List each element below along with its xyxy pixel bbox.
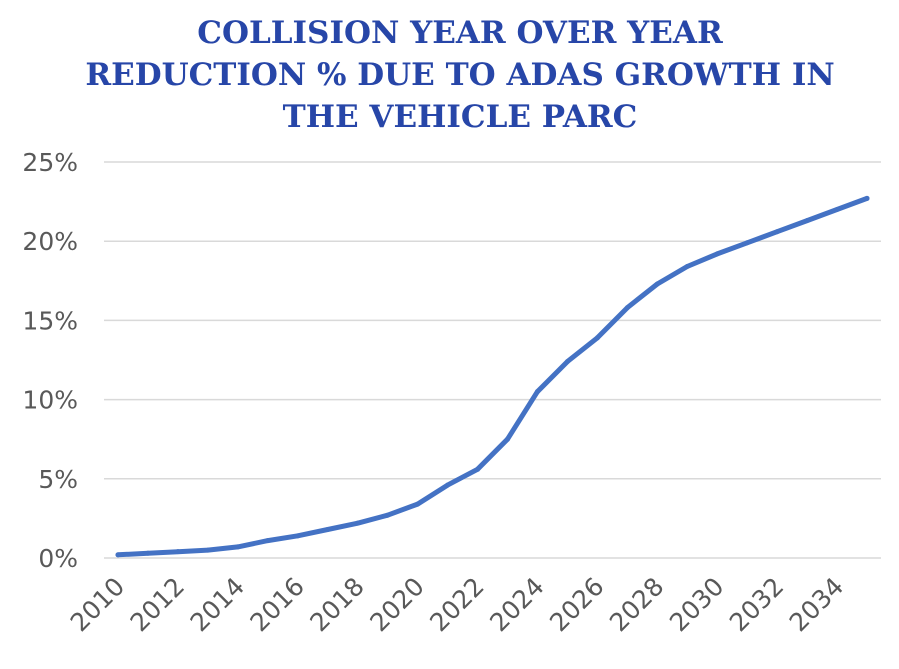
data-point <box>534 389 540 395</box>
data-point <box>774 229 780 235</box>
data-point <box>624 305 630 311</box>
x-tick-label: 2022 <box>424 572 489 637</box>
data-point <box>684 264 690 270</box>
data-point <box>235 544 241 550</box>
x-tick-label: 2018 <box>304 572 369 637</box>
data-point <box>834 207 840 213</box>
x-tick-label: 2034 <box>784 572 849 637</box>
data-point <box>504 436 510 442</box>
x-tick-label: 2020 <box>364 572 429 637</box>
x-tick-label: 2014 <box>185 572 250 637</box>
y-tick-label: 15% <box>22 306 78 335</box>
series-layer <box>115 195 870 558</box>
gridlines <box>104 161 881 559</box>
data-point <box>475 466 481 472</box>
x-tick-label: 2030 <box>664 572 729 637</box>
data-point <box>265 538 271 544</box>
x-tick-label: 2016 <box>245 572 310 637</box>
data-point <box>325 526 331 532</box>
x-tick-label: 2028 <box>604 572 669 637</box>
data-point <box>145 550 151 556</box>
y-tick-label: 20% <box>22 227 78 256</box>
data-point <box>744 240 750 246</box>
x-tick-label: 2026 <box>544 572 609 637</box>
series-line <box>115 195 870 558</box>
chart-title-line-3: THE VEHICLE PARC <box>282 99 638 135</box>
x-tick-label: 2012 <box>125 572 190 637</box>
data-point <box>295 533 301 539</box>
data-point <box>355 520 361 526</box>
y-tick-label: 10% <box>22 386 78 415</box>
chart-title-line-2: REDUCTION % DUE TO ADAS GROWTH IN <box>85 57 835 93</box>
data-point <box>654 281 660 287</box>
y-tick-label: 5% <box>38 465 78 494</box>
data-point <box>804 218 810 224</box>
y-axis-ticks: 0% 5% 10% 15% 20% 25% <box>22 148 78 573</box>
data-point <box>714 251 720 257</box>
data-point <box>175 549 181 555</box>
data-point <box>594 335 600 341</box>
x-tick-label: 2032 <box>724 572 789 637</box>
data-point <box>205 547 211 553</box>
data-point <box>864 195 870 201</box>
x-tick-label: 2010 <box>65 572 130 637</box>
data-point <box>115 552 121 558</box>
data-point <box>445 482 451 488</box>
y-tick-label: 25% <box>22 148 78 177</box>
x-axis-ticks: 2010201220142016201820202022202420262028… <box>65 572 850 637</box>
chart-title: COLLISION YEAR OVER YEAR REDUCTION % DUE… <box>0 12 899 138</box>
x-tick-label: 2024 <box>484 572 549 637</box>
data-point <box>415 501 421 507</box>
data-point <box>564 359 570 365</box>
data-point <box>385 512 391 518</box>
chart-title-line-1: COLLISION YEAR OVER YEAR <box>197 15 723 51</box>
y-tick-label: 0% <box>38 544 78 573</box>
